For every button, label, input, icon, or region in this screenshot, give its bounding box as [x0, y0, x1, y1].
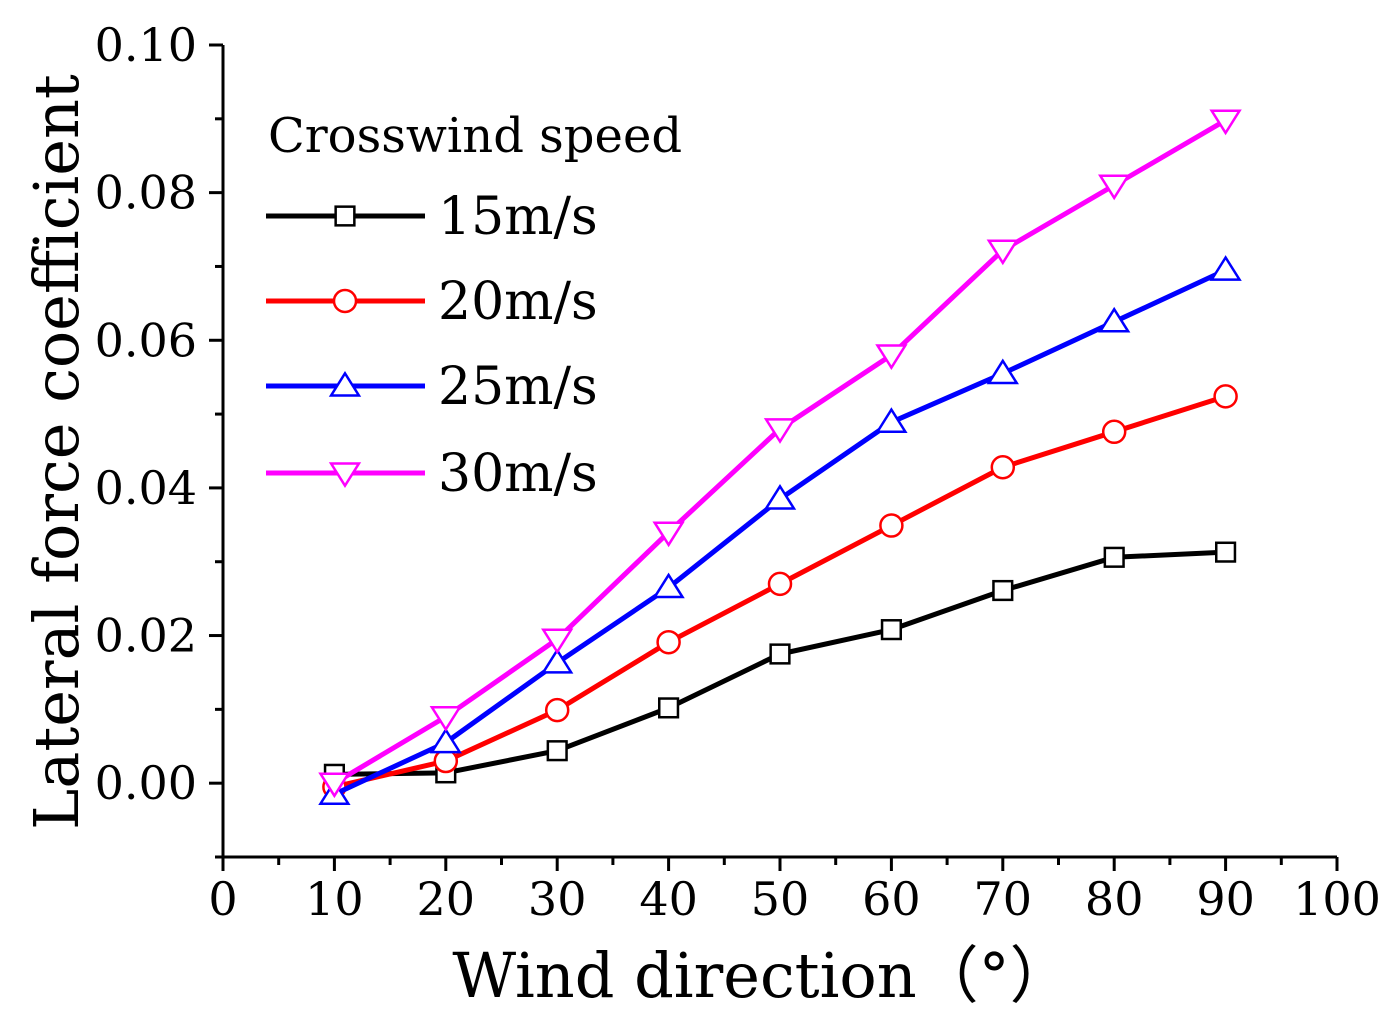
x-tick-label: 90 [1196, 872, 1255, 926]
data-point [1103, 546, 1125, 568]
legend-title: Crosswind speed [268, 108, 682, 164]
data-point [880, 619, 902, 641]
x-axis-title: Wind direction（°） [452, 939, 1071, 1012]
data-point [541, 628, 574, 655]
data-point [1101, 419, 1127, 445]
data-point [541, 647, 574, 674]
data-point [1213, 384, 1238, 409]
legend-marker [334, 205, 356, 227]
legend-label: 20m/s [438, 272, 598, 332]
data-point [769, 643, 791, 665]
x-tick-label: 20 [417, 872, 476, 926]
series-25m-per-s [318, 255, 1242, 805]
x-tick-label: 50 [751, 872, 810, 926]
data-point [544, 697, 570, 723]
data-point [652, 572, 685, 599]
data-point [656, 629, 681, 655]
x-tick-label: 10 [305, 872, 364, 926]
x-tick-label: 70 [974, 872, 1033, 926]
data-point [763, 483, 797, 510]
data-point [986, 239, 1019, 266]
legend: Crosswind speed 15m/s 20m/s 25m/s 30m/s [266, 108, 682, 504]
data-point [1209, 255, 1242, 281]
legend-item: 15m/s [266, 187, 598, 247]
legend-label: 15m/s [438, 187, 598, 247]
y-axis-title: Lateral force coefficient [20, 74, 93, 830]
data-point [767, 571, 793, 597]
series-15m-per-s [323, 541, 1237, 785]
x-tick-label: 80 [1085, 872, 1144, 926]
legend-marker [328, 371, 362, 397]
y-tick-label: 0.04 [95, 461, 197, 515]
data-point [429, 727, 462, 754]
y-tick-label: 0.02 [95, 609, 197, 663]
data-point [1209, 109, 1242, 136]
legend-label: 30m/s [438, 444, 598, 504]
legend-item: 30m/s [266, 444, 598, 504]
x-tick-label: 30 [528, 872, 587, 926]
legend-marker [332, 288, 358, 314]
y-tick-label: 0.00 [95, 756, 197, 810]
x-tick-label: 0 [208, 872, 237, 926]
series-20m-per-s [322, 384, 1238, 800]
x-tick-label: 60 [862, 872, 921, 926]
data-point [433, 748, 459, 774]
data-point [658, 697, 680, 719]
series-layer [318, 109, 1242, 805]
data-point [763, 418, 797, 444]
data-point [318, 772, 351, 799]
data-point [875, 344, 908, 371]
data-point [990, 454, 1016, 480]
data-point [546, 740, 568, 762]
y-tick-label: 0.10 [95, 18, 197, 72]
data-point [1098, 174, 1131, 201]
legend-item: 20m/s [266, 272, 598, 332]
x-tick-label: 100 [1293, 872, 1381, 926]
legend-item: 25m/s [266, 357, 598, 417]
data-point [1215, 541, 1237, 563]
data-point [429, 706, 462, 732]
axes-layer: 0 10 20 30 40 50 60 70 80 90 100 0.00 0.02 0.04 0.06 0.… [95, 18, 1381, 926]
data-point [1098, 306, 1131, 333]
y-tick-label: 0.08 [95, 166, 197, 220]
data-point [879, 513, 904, 538]
legend-label: 25m/s [438, 357, 598, 417]
data-point [875, 407, 908, 433]
data-point [992, 579, 1014, 602]
x-tick-label: 40 [639, 872, 698, 926]
legend-marker [328, 462, 362, 488]
series-30m-per-s [318, 109, 1242, 799]
data-point [986, 358, 1019, 385]
series-line [333, 267, 1227, 797]
y-tick-label: 0.06 [95, 313, 197, 367]
data-point [652, 521, 685, 548]
